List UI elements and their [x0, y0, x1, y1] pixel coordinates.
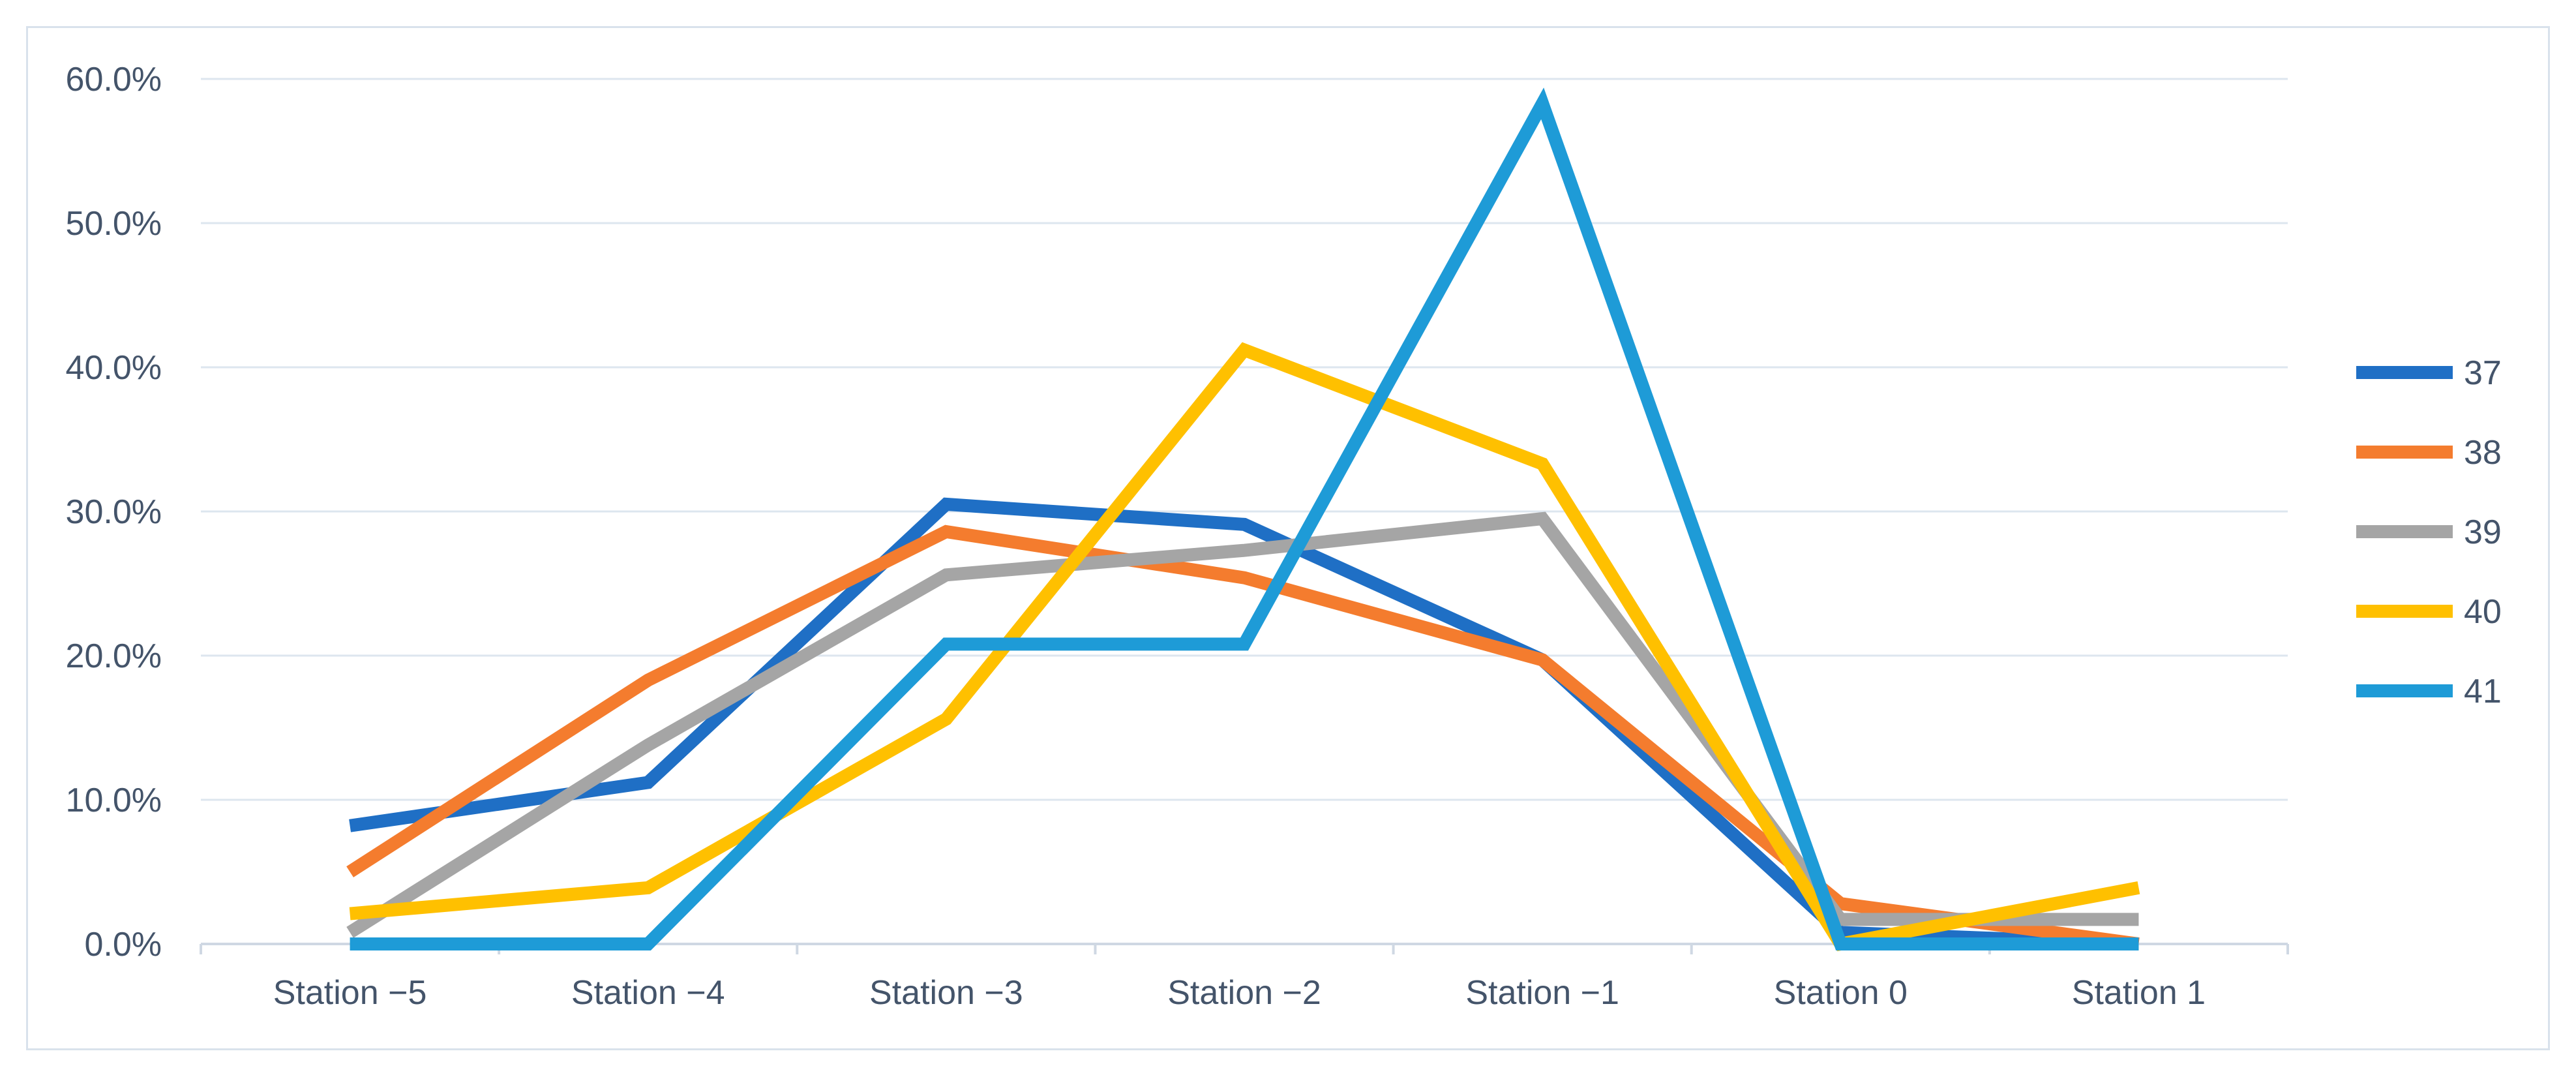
y-tick-label: 40.0%: [66, 349, 162, 387]
y-tick-label: 0.0%: [84, 926, 162, 964]
series-line-38: [346, 524, 2140, 950]
series-line-41: [350, 87, 2139, 950]
legend-label-39: 39: [2464, 513, 2502, 551]
y-tick-label: 10.0%: [66, 782, 162, 819]
gridlines: [201, 78, 2288, 801]
y-axis-tick-labels: 0.0% 10.0% 20.0% 30.0% 40.0% 50.0% 60.0%: [66, 61, 162, 964]
y-tick-label: 20.0%: [66, 637, 162, 675]
legend-label-40: 40: [2464, 593, 2502, 631]
legend: 37 38 39 40 41: [2356, 354, 2502, 710]
x-tick-label: Station 0: [1774, 974, 1908, 1012]
x-axis-tick-labels: Station −5 Station −4 Station −3 Station −2…: [273, 974, 2206, 1012]
series-line-37: [349, 497, 2139, 950]
x-tick-label: Station 1: [2072, 974, 2206, 1012]
line-chart: 0.0% 10.0% 20.0% 30.0% 40.0% 50.0% 60.0% Stati…: [66, 61, 2502, 1012]
x-tick-label: Station −1: [1465, 974, 1619, 1012]
y-tick-label: 60.0%: [66, 61, 162, 99]
y-tick-label: 30.0%: [66, 493, 162, 531]
legend-label-38: 38: [2464, 434, 2502, 472]
x-tick-label: Station −4: [571, 974, 725, 1012]
x-tick-label: Station −2: [1167, 974, 1321, 1012]
y-tick-label: 50.0%: [66, 205, 162, 243]
legend-label-41: 41: [2464, 673, 2502, 710]
x-tick-label: Station −5: [273, 974, 427, 1012]
legend-label-37: 37: [2464, 354, 2502, 392]
series-line-39: [346, 511, 2139, 938]
series-lines: [346, 87, 2140, 952]
chart-frame: 0.0% 10.0% 20.0% 30.0% 40.0% 50.0% 60.0% Stati…: [26, 26, 2550, 1050]
x-tick-label: Station −3: [869, 974, 1023, 1012]
